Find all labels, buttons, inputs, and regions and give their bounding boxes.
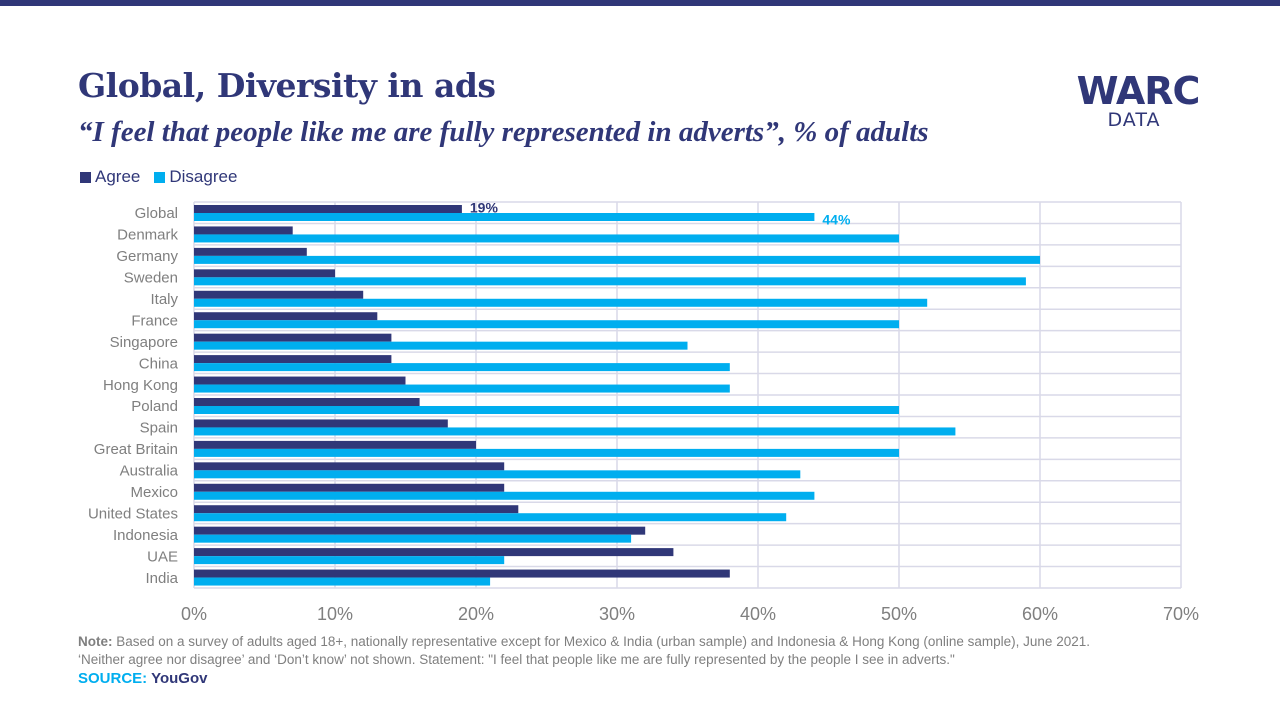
category-label: Global xyxy=(135,205,178,222)
category-label: Italy xyxy=(150,291,178,308)
bar-disagree xyxy=(194,406,899,414)
bar-disagree xyxy=(194,491,815,500)
category-label: Mexico xyxy=(130,484,178,501)
bar-agree xyxy=(194,483,505,492)
bar-disagree xyxy=(194,384,730,393)
logo-subtext: DATA xyxy=(1107,109,1161,131)
footnote-line-2: ‘Neither agree nor disagree’ and ‘Don’t … xyxy=(78,652,955,667)
bar-disagree xyxy=(194,255,1040,264)
bar-disagree xyxy=(194,234,899,243)
top-accent-bar xyxy=(0,0,1280,6)
category-label: United States xyxy=(88,505,178,522)
source-value: YouGov xyxy=(151,670,208,687)
chart-subtitle: “I feel that people like me are fully re… xyxy=(78,116,929,148)
footnote-line-1: Note: Based on a survey of adults aged 1… xyxy=(78,633,1090,651)
category-label: Spain xyxy=(140,420,178,437)
bar-disagree xyxy=(194,448,899,457)
category-label: Singapore xyxy=(110,334,178,351)
category-label: Sweden xyxy=(124,270,178,287)
source-line: SOURCE: YouGov xyxy=(78,670,207,687)
category-label: UAE xyxy=(147,548,178,565)
bar-disagree xyxy=(194,577,491,586)
bar-agree xyxy=(194,312,378,321)
category-label: Indonesia xyxy=(113,527,179,544)
x-tick-label: 60% xyxy=(1022,604,1058,624)
bar-disagree xyxy=(194,298,928,307)
note-label: Note: xyxy=(78,634,113,649)
bar-agree xyxy=(194,440,476,449)
category-label: Denmark xyxy=(117,227,178,244)
bar-agree xyxy=(194,548,674,557)
logo-wordmark: WARC xyxy=(1076,69,1201,113)
x-tick-label: 40% xyxy=(740,604,776,624)
bar-disagree xyxy=(194,470,801,479)
legend-label-agree: Agree xyxy=(95,167,141,186)
category-label: Great Britain xyxy=(94,441,178,458)
bar-disagree xyxy=(194,320,899,329)
bar-agree xyxy=(194,226,293,235)
category-label: Germany xyxy=(116,248,178,265)
chart-title: Global, Diversity in ads xyxy=(78,66,496,105)
data-label-agree: 19% xyxy=(470,200,499,216)
bar-agree xyxy=(194,376,406,385)
note-text-1: Based on a survey of adults aged 18+, na… xyxy=(112,634,1090,649)
x-tick-label: 50% xyxy=(881,604,917,624)
bar-agree xyxy=(194,569,730,578)
bar-agree xyxy=(194,419,448,428)
bar-agree xyxy=(194,247,307,256)
bar-agree xyxy=(194,355,392,364)
legend-item-disagree: Disagree xyxy=(154,167,237,187)
bar-disagree xyxy=(194,341,688,350)
source-label: SOURCE: xyxy=(78,670,148,687)
bar-disagree xyxy=(194,513,787,522)
bar-agree xyxy=(194,526,646,535)
bar-agree xyxy=(194,398,420,406)
legend-swatch-disagree xyxy=(154,171,166,183)
legend-label-disagree: Disagree xyxy=(169,167,238,186)
bar-agree xyxy=(194,505,519,514)
x-tick-label: 30% xyxy=(599,604,635,624)
bar-disagree xyxy=(194,213,815,221)
bar-agree xyxy=(194,205,462,213)
legend-item-agree: Agree xyxy=(80,167,140,187)
bar-agree xyxy=(194,333,392,342)
x-tick-label: 10% xyxy=(317,604,353,624)
category-label: Hong Kong xyxy=(103,377,178,394)
bar-agree xyxy=(194,462,505,471)
footnote: Note: Based on a survey of adults aged 1… xyxy=(78,633,1090,669)
bar-disagree xyxy=(194,534,632,543)
chart-legend: Agree Disagree xyxy=(80,167,237,187)
category-label: China xyxy=(139,355,179,372)
bar-disagree xyxy=(194,556,505,565)
category-label: Poland xyxy=(131,398,178,415)
category-label: India xyxy=(145,570,178,587)
bar-agree xyxy=(194,290,364,299)
x-tick-label: 70% xyxy=(1163,604,1199,624)
legend-swatch-agree xyxy=(80,171,91,183)
x-tick-label: 0% xyxy=(181,604,207,624)
bar-agree xyxy=(194,269,335,278)
x-tick-label: 20% xyxy=(458,604,494,624)
warc-data-logo: WARC DATA xyxy=(1068,72,1208,130)
category-label: Australia xyxy=(120,463,179,480)
bar-disagree xyxy=(194,427,956,436)
category-label: France xyxy=(131,312,178,329)
bar-disagree xyxy=(194,277,1026,286)
bar-disagree xyxy=(194,363,730,372)
data-label-disagree: 44% xyxy=(822,212,851,228)
